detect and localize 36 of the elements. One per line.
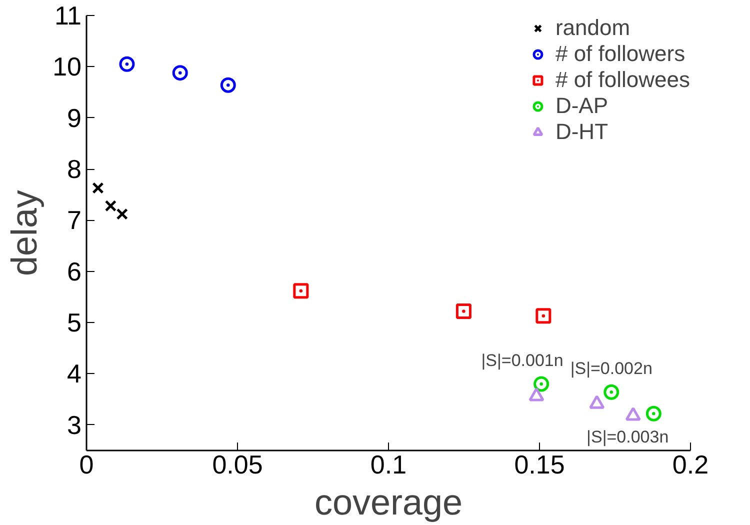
point [534,376,550,392]
legend-label: random [555,15,630,41]
y-tick-label: 9 [67,102,82,133]
y-tick-label: 4 [67,358,82,389]
point [104,200,117,212]
point [116,208,128,220]
y-tick-label: 11 [54,0,82,30]
y-tick-label: 8 [67,154,82,184]
y-tick-label: 6 [67,256,82,286]
legend-label: # of followers [555,41,686,67]
annotation: |S|=0.002n [570,359,652,378]
legend-label: D-HT [555,119,608,145]
x-tick-label: 0.2 [672,450,709,480]
x-tick-label: 0.1 [370,450,407,480]
y-tick-label: 5 [67,308,82,338]
point [220,77,236,93]
y-tick-label: 10 [52,52,82,82]
legend-label: # of followees [555,67,690,93]
point [293,283,309,299]
x-tick-label: 0.15 [514,450,565,480]
y-tick-label: 7 [67,205,82,236]
point [646,406,662,422]
point [172,65,188,81]
annotation: |S|=0.003n [586,428,669,447]
annotation: |S|=0.001n [481,350,564,370]
point [92,182,104,194]
point [604,384,620,400]
legend-label: D-AP [555,93,608,119]
x-tick-label: 0.05 [212,450,263,480]
x-axis-title: coverage [314,482,463,522]
point [119,56,135,72]
y-axis-title: delay [4,190,45,276]
x-tick-label: 0 [79,450,94,480]
point [536,308,552,324]
y-tick-label: 3 [67,410,82,440]
point [456,304,472,320]
